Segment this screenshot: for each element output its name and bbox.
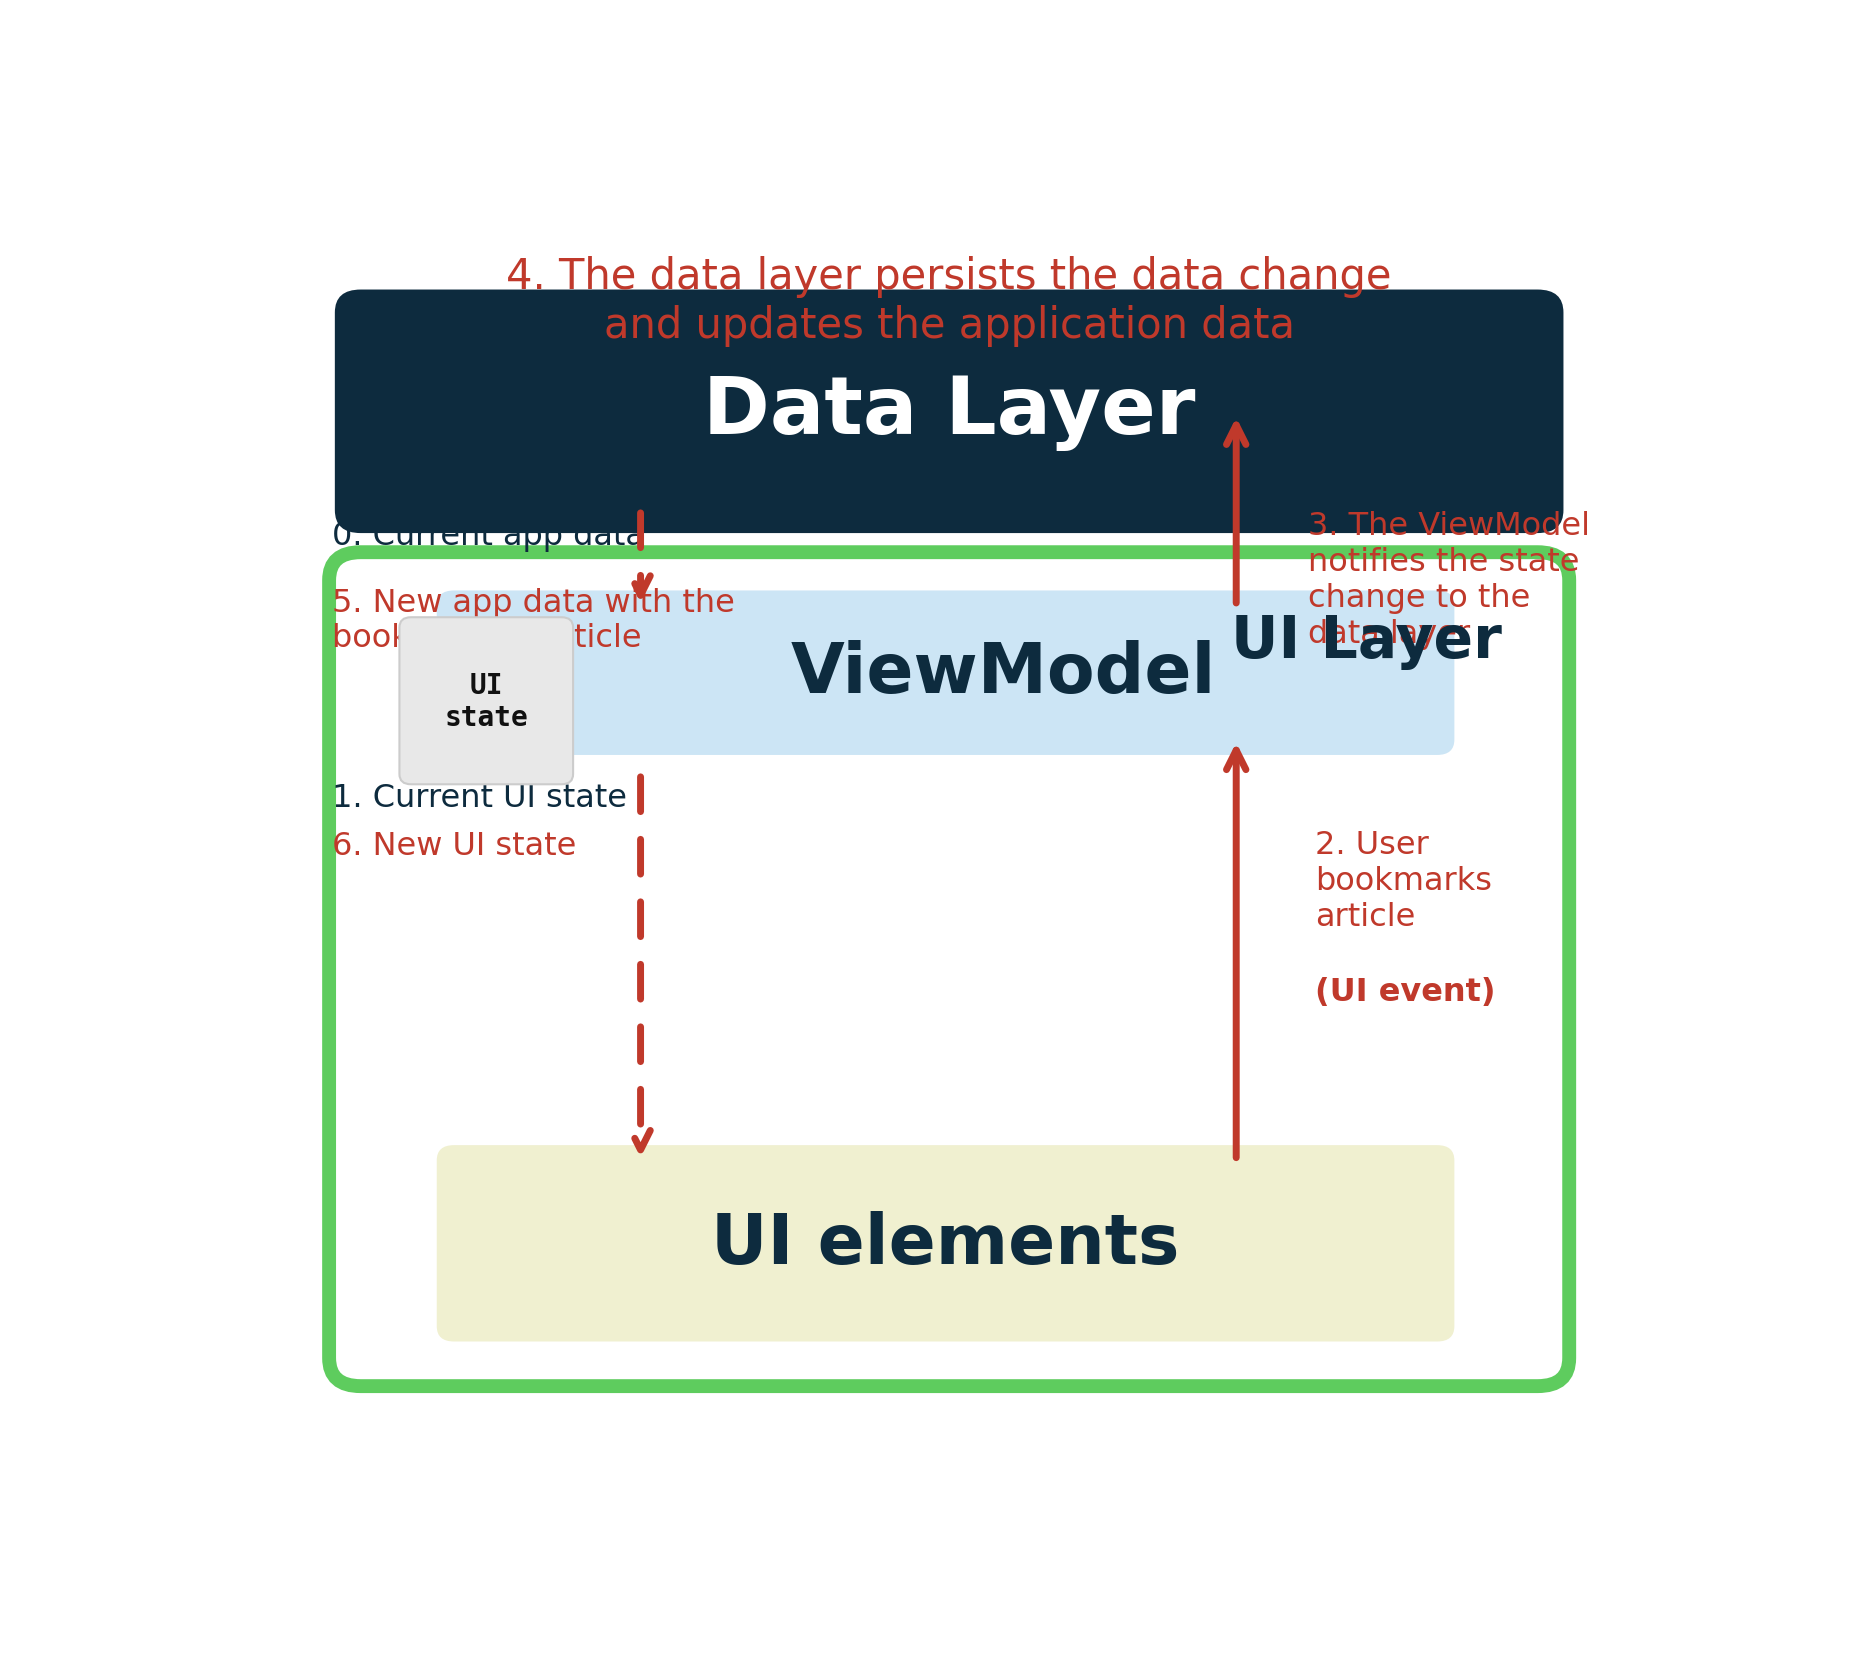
Text: 5. New app data with the
bookmarked article: 5. New app data with the bookmarked arti…	[332, 588, 735, 654]
Text: UI
state: UI state	[444, 672, 528, 732]
Text: 3. The ViewModel
notifies the state
change to the
data layer: 3. The ViewModel notifies the state chan…	[1308, 511, 1591, 649]
Text: Data Layer: Data Layer	[704, 372, 1195, 452]
Text: ViewModel: ViewModel	[791, 640, 1215, 707]
Text: (UI event): (UI event)	[1315, 976, 1496, 1006]
Text: UI Layer: UI Layer	[1232, 612, 1502, 670]
Text: 0. Current app data: 0. Current app data	[332, 521, 644, 551]
Text: 6. New UI state: 6. New UI state	[332, 831, 576, 862]
Text: 1. Current UI state: 1. Current UI state	[332, 783, 628, 813]
FancyBboxPatch shape	[437, 591, 1454, 755]
FancyBboxPatch shape	[330, 553, 1569, 1387]
Text: 2. User
bookmarks
article: 2. User bookmarks article	[1315, 829, 1493, 968]
FancyBboxPatch shape	[437, 1145, 1454, 1342]
Text: 4. The data layer persists the data change
and updates the application data: 4. The data layer persists the data chan…	[506, 257, 1393, 346]
Text: UI elements: UI elements	[711, 1210, 1180, 1278]
FancyBboxPatch shape	[335, 290, 1563, 535]
FancyBboxPatch shape	[400, 617, 572, 784]
